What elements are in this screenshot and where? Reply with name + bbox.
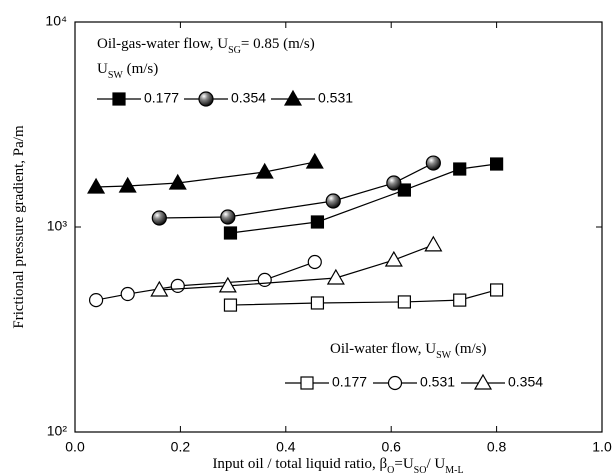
marker xyxy=(453,293,467,307)
x-axis-label-part: =U xyxy=(394,456,413,472)
annotation-part: Oil-gas-water flow, U xyxy=(97,36,228,52)
x-tick-label: 0.2 xyxy=(171,439,191,455)
x-axis-label-part: M-L xyxy=(445,465,463,475)
marker xyxy=(170,278,185,294)
marker xyxy=(490,157,504,171)
x-tick-label: 0.0 xyxy=(65,439,85,455)
series-line xyxy=(159,244,434,291)
y-tick-label: 10³ xyxy=(47,218,68,234)
annotation-part: SG xyxy=(228,45,241,56)
marker xyxy=(325,193,341,209)
marker xyxy=(397,295,411,309)
marker xyxy=(257,272,272,288)
legend-label: 0.177 xyxy=(144,90,179,106)
marker xyxy=(425,155,441,171)
legend-title-part: U xyxy=(97,61,108,77)
annotation: Oil-gas-water flow, USG= 0.85 (m/s) xyxy=(97,36,315,55)
series-line xyxy=(159,162,434,219)
legend-label: 0.177 xyxy=(332,374,367,390)
x-axis-label: Input oil / total liquid ratio, βO=USO/ … xyxy=(212,456,463,475)
legend-title: USW (m/s) xyxy=(97,61,158,80)
legend-label: 0.354 xyxy=(508,374,543,390)
marker xyxy=(150,280,169,297)
y-axis-label: Frictional pressure gradient, Pa/m xyxy=(11,125,27,329)
marker xyxy=(326,268,345,285)
marker xyxy=(283,89,303,106)
x-tick-label: 1.0 xyxy=(592,439,612,455)
marker xyxy=(220,209,236,225)
marker xyxy=(387,375,403,391)
plot-frame xyxy=(74,21,603,433)
marker xyxy=(198,91,214,107)
marker xyxy=(118,176,137,193)
annotation-part: = 0.85 (m/s) xyxy=(241,36,315,52)
marker xyxy=(255,162,274,179)
y-tick-label: 10⁴ xyxy=(45,13,67,29)
marker xyxy=(218,276,237,293)
marker xyxy=(453,162,467,176)
x-tick-label: 0.8 xyxy=(487,439,507,455)
legend-label: 0.531 xyxy=(318,90,353,106)
marker xyxy=(384,250,403,267)
marker xyxy=(386,175,402,191)
legend-title: Oil-water flow, USW (m/s) xyxy=(330,341,487,360)
y-tick-label: 10² xyxy=(47,423,68,439)
marker xyxy=(424,235,443,252)
legend-title-part: Oil-water flow, U xyxy=(330,341,436,357)
marker xyxy=(223,226,238,240)
legend-title-part: (m/s) xyxy=(451,341,486,357)
legend-title-part: SW xyxy=(436,350,452,361)
x-axis-label-part: / U xyxy=(426,456,445,472)
marker xyxy=(168,173,187,190)
marker xyxy=(305,152,324,169)
marker xyxy=(300,376,314,390)
marker xyxy=(120,286,135,302)
marker xyxy=(397,183,411,197)
legend-title-part: SW xyxy=(108,70,124,81)
legend-label: 0.531 xyxy=(420,374,455,390)
y-axis-label-part: Frictional pressure gradient, Pa/m xyxy=(11,125,27,329)
marker xyxy=(490,283,504,297)
marker xyxy=(307,254,322,270)
x-axis-label-part: O xyxy=(387,465,394,475)
marker xyxy=(87,177,106,194)
x-tick-label: 0.6 xyxy=(381,439,401,455)
legend-label: 0.354 xyxy=(231,90,266,106)
marker xyxy=(223,298,238,312)
x-tick-label: 0.4 xyxy=(276,439,296,455)
x-axis-label-part: SO xyxy=(414,465,427,475)
marker xyxy=(473,373,493,390)
legend-title-part: (m/s) xyxy=(123,61,158,77)
marker xyxy=(310,215,325,229)
marker xyxy=(112,92,126,106)
marker xyxy=(151,210,167,226)
marker xyxy=(310,296,325,310)
marker xyxy=(88,292,104,308)
x-axis-label-part: Input oil / total liquid ratio, β xyxy=(212,456,387,472)
